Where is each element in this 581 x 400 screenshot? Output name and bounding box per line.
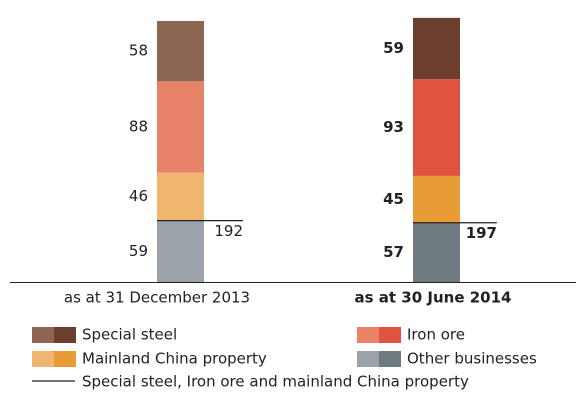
legend-swatch — [32, 351, 54, 367]
legend-swatch — [54, 327, 76, 343]
value-label: 88 — [129, 118, 148, 136]
value-label: 58 — [129, 42, 148, 60]
category-label: as at 31 December 2013 — [64, 289, 250, 307]
legend-label: Iron ore — [407, 326, 465, 344]
legend-label: Special steel — [82, 326, 177, 344]
legend-label: Special steel, Iron ore and mainland Chi… — [82, 373, 469, 391]
sum-label: 192 — [214, 222, 243, 240]
bar-segment — [157, 172, 204, 221]
bar-segment — [157, 81, 204, 173]
bar-segment — [413, 222, 460, 282]
legend-swatch — [54, 351, 76, 367]
sum-label: 197 — [466, 224, 497, 242]
legend-swatch — [32, 327, 54, 343]
value-label: 59 — [383, 39, 404, 57]
legend-swatch — [357, 351, 379, 367]
value-label: 45 — [383, 190, 404, 208]
value-label: 59 — [129, 242, 148, 260]
bar-segment — [413, 175, 460, 223]
legend-swatch — [379, 351, 401, 367]
legend-swatch — [379, 327, 401, 343]
value-label: 93 — [383, 118, 404, 136]
value-label: 57 — [383, 243, 404, 261]
bar-segment — [157, 220, 204, 282]
legend-label: Other businesses — [407, 350, 537, 368]
bar-segment — [157, 20, 204, 82]
category-label: as at 30 June 2014 — [355, 289, 512, 307]
legend-label: Mainland China property — [82, 350, 267, 368]
value-label: 46 — [129, 187, 148, 205]
legend-swatch — [357, 327, 379, 343]
bar-segment — [413, 79, 460, 176]
bar-segment — [413, 17, 460, 80]
